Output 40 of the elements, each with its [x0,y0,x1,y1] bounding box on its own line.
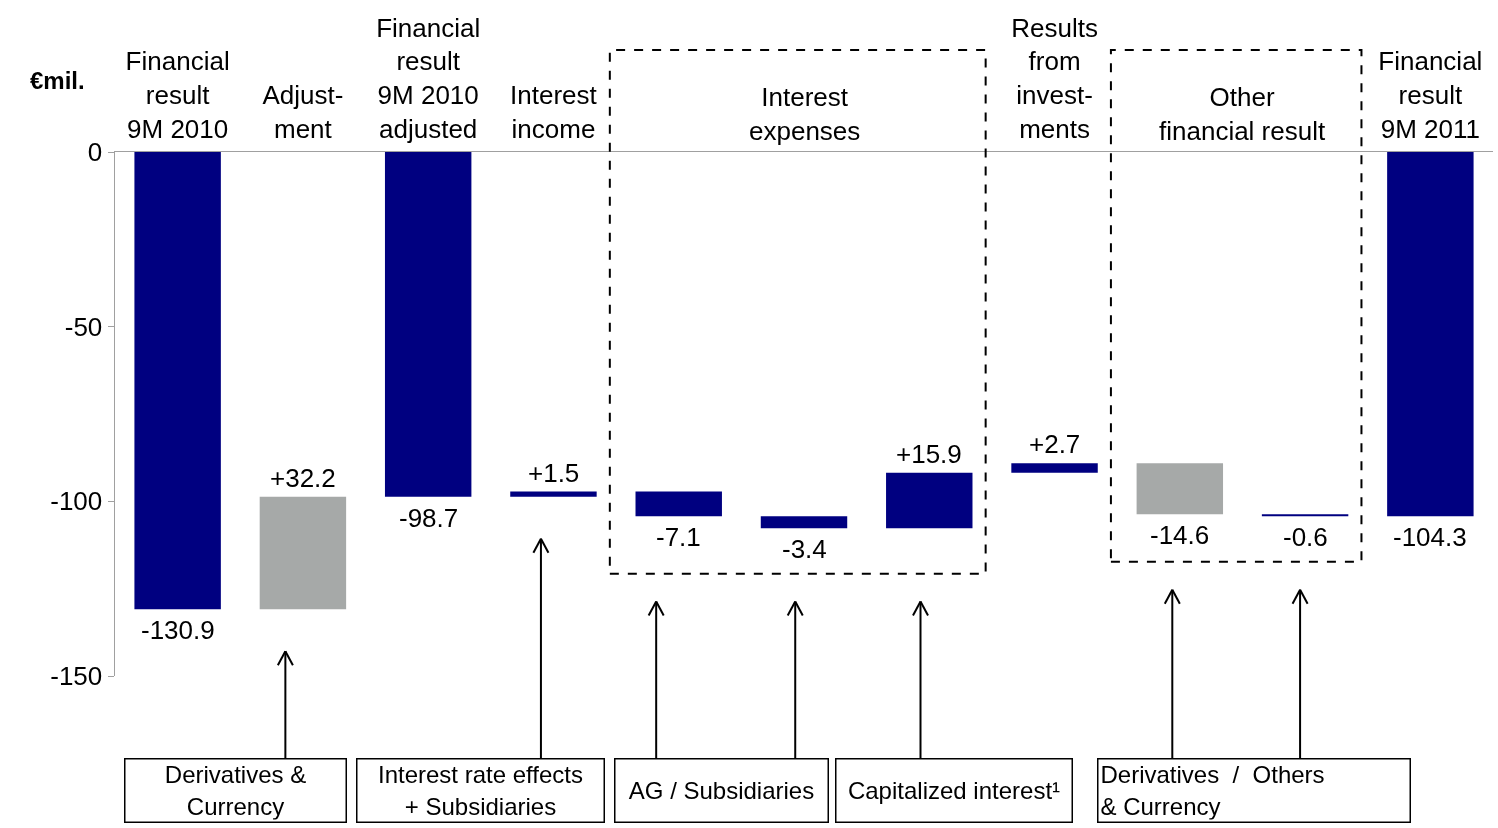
data-label: -98.7 [399,503,459,533]
bar [1387,152,1474,517]
bar [886,472,973,529]
bar [1261,514,1349,517]
bar [259,496,347,610]
data-label: +2.7 [1029,429,1081,459]
x-tick-label: Financial result 9M 2010 adjusted [376,12,481,145]
data-label: +32.2 [270,463,336,493]
data-label: -14.6 [1150,520,1210,550]
x-tick-label: Interest income [510,80,598,145]
data-label: -0.6 [1283,522,1328,552]
y-tick-label: 0 [87,137,103,168]
bar [635,491,722,517]
data-label: +1.5 [528,458,580,488]
y-tick-label: -150 [50,661,103,692]
bar [1136,463,1224,515]
text: Other financial result [1159,82,1326,146]
text: Interest rate effects + Subsidiaries [378,761,583,820]
y-axis-title: €mil. [30,67,85,94]
x-tick-label: Results from invest- ments [1011,12,1098,145]
bar [510,491,597,497]
data-label: -104.3 [1393,522,1467,552]
bar [760,516,848,529]
text: AG / Subsidiaries [628,777,815,804]
data-label: -3.4 [782,534,827,564]
bar [1011,463,1098,473]
text: Derivatives / Others & Currency [1100,761,1325,820]
data-label: +15.9 [896,439,962,469]
bar [134,152,221,610]
text: Capitalized interest¹ [847,777,1061,804]
x-tick-label: Adjust- ment [262,80,344,145]
x-tick-label: Financial result 9M 2011 [1378,46,1483,145]
x-tick-label: Financial result 9M 2010 [125,46,230,145]
text: Interest expenses [749,82,861,146]
data-label: -7.1 [656,522,701,552]
bar [384,152,472,497]
data-label: -130.9 [141,615,215,645]
y-tick-label: -100 [50,486,103,517]
y-tick-label: -50 [64,311,103,342]
text: Derivatives & Currency [164,761,307,820]
